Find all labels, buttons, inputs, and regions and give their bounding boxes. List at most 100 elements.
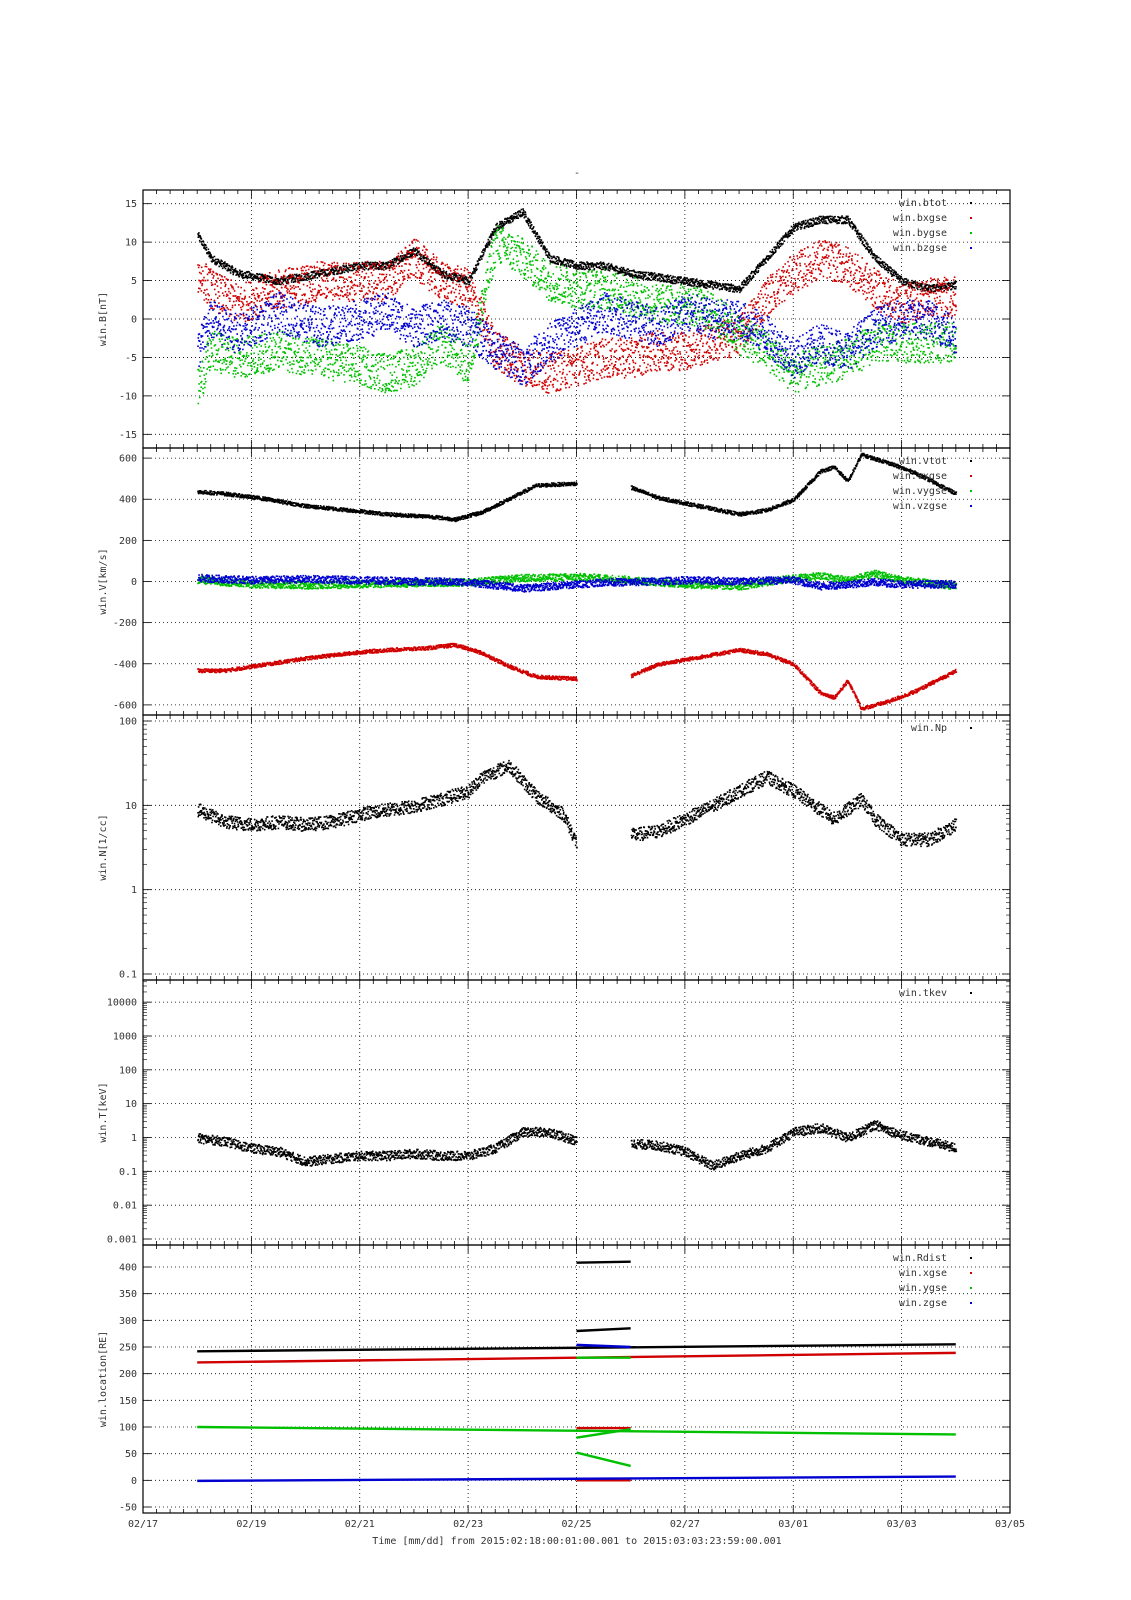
legend-label: win.bygse	[893, 228, 947, 239]
y-axis-label: win.location[RE]	[98, 1331, 109, 1427]
y-tick-label: 1	[131, 1133, 137, 1144]
y-tick-label: 1000	[113, 1031, 137, 1042]
y-tick-label: 150	[119, 1396, 137, 1407]
y-tick-label: 400	[119, 1263, 137, 1274]
legend-marker	[970, 202, 972, 204]
series-win-xgse	[197, 1351, 956, 1482]
series-win-tkev	[197, 1120, 958, 1171]
series-line	[197, 1343, 956, 1353]
legend-label: win.xgse	[899, 1268, 947, 1279]
series-win-vxgse	[197, 642, 958, 711]
y-tick-label: 0.1	[119, 1167, 137, 1178]
panels-group: -15-10-5051015win.B[nT]win.btotwin.bxgse…	[98, 189, 1025, 1530]
series-points	[197, 569, 958, 591]
y-tick-label: 0	[131, 315, 137, 326]
legend-marker	[970, 505, 972, 507]
x-tick-label: 03/01	[778, 1519, 808, 1530]
legend-label: win.Rdist	[893, 1253, 947, 1264]
series-win-ygse	[197, 1356, 956, 1468]
series-points	[197, 225, 958, 405]
y-tick-label: 50	[125, 1449, 137, 1460]
legend-marker	[970, 992, 972, 994]
legend-label: win.vxgse	[893, 471, 947, 482]
legend-marker	[970, 475, 972, 477]
panel-2: -600 -400 -200 0 200 400 600 win.V[km/s] win.vto…	[98, 447, 1011, 716]
legend-marker	[970, 1287, 972, 1289]
series-group	[197, 759, 958, 849]
legend-marker	[970, 232, 972, 234]
figure-title: -	[574, 168, 580, 179]
y-tick-label: -200	[113, 618, 137, 629]
series-points	[197, 642, 958, 711]
y-tick-label: 0	[131, 577, 137, 588]
y-tick-label: 200	[119, 536, 137, 547]
y-tick-label: -15	[119, 430, 137, 441]
y-tick-label: 1	[131, 885, 137, 896]
y-tick-label: 400	[119, 495, 137, 506]
x-tick-label: 03/05	[995, 1519, 1025, 1530]
y-tick-label: -600	[113, 700, 137, 711]
series-group	[197, 1120, 958, 1171]
legend-label: win.ygse	[899, 1283, 947, 1294]
series-points	[197, 573, 958, 593]
y-tick-label: 10	[125, 238, 137, 249]
x-tick-label: 03/03	[887, 1519, 917, 1530]
legend-marker	[970, 1272, 972, 1274]
series-line	[197, 1475, 956, 1483]
series-line	[576, 1260, 631, 1264]
series-line	[197, 1425, 956, 1436]
series-group	[197, 208, 958, 405]
y-tick-label: 10	[125, 1099, 137, 1110]
x-tick-label: 02/25	[561, 1519, 591, 1530]
legend-marker	[970, 247, 972, 249]
series-group	[197, 1260, 956, 1483]
y-tick-label: 0.01	[113, 1201, 137, 1212]
legend-marker	[970, 727, 972, 729]
panel-1: -15 -10 -5 0 5 10 15 win.B[nT] win.btot win.bxgse…	[98, 189, 1011, 449]
legend-label: win.vtot	[899, 456, 947, 467]
series-points	[197, 1120, 958, 1171]
series-points	[197, 291, 958, 386]
y-tick-label: 100	[119, 1065, 137, 1076]
x-tick-label: 02/21	[345, 1519, 375, 1530]
panel-5: -50 0 50 100 150 200 250 300 350 400 win.location[…	[98, 1244, 1011, 1514]
y-tick-label: 10	[125, 801, 137, 812]
x-tick-label: 02/23	[453, 1519, 483, 1530]
panel-3: 0.1 1 10 100 win.N[1/cc] win.Np	[98, 714, 1011, 981]
series-win-vtot	[197, 452, 958, 523]
series-win-Np	[197, 759, 958, 849]
legend-label: win.Np	[911, 723, 947, 734]
legend-label: win.bzgse	[893, 243, 947, 254]
series-win-vzgse	[197, 573, 958, 593]
y-tick-label: 10000	[107, 998, 137, 1009]
series-line	[197, 1351, 956, 1364]
series-line	[576, 1327, 631, 1333]
y-axis-label: win.N[1/cc]	[98, 814, 109, 880]
y-tick-label: 200	[119, 1369, 137, 1380]
legend-marker	[970, 1257, 972, 1259]
series-win-zgse	[197, 1343, 956, 1483]
y-tick-label: 0	[131, 1476, 137, 1487]
y-tick-label: 100	[119, 717, 137, 728]
y-tick-label: 5	[131, 276, 137, 287]
series-line	[576, 1427, 631, 1439]
legend-marker	[970, 217, 972, 219]
x-tick-label: 02/27	[670, 1519, 700, 1530]
legend-marker	[970, 1302, 972, 1304]
y-axis-label: win.T[keV]	[98, 1082, 109, 1142]
legend-marker	[970, 490, 972, 492]
series-line	[576, 1451, 631, 1468]
y-axis-label: win.V[km/s]	[98, 548, 109, 614]
series-points	[197, 238, 958, 394]
y-tick-label: 350	[119, 1289, 137, 1300]
y-tick-label: 300	[119, 1316, 137, 1327]
series-win-bygse	[197, 225, 958, 405]
series-line	[576, 1343, 631, 1349]
panel-frame	[142, 1244, 1011, 1514]
series-win-vygse	[197, 569, 958, 591]
x-tick-label: 02/17	[128, 1519, 158, 1530]
y-tick-label: 600	[119, 454, 137, 465]
legend-label: win.btot	[899, 198, 947, 209]
series-points	[197, 759, 958, 849]
